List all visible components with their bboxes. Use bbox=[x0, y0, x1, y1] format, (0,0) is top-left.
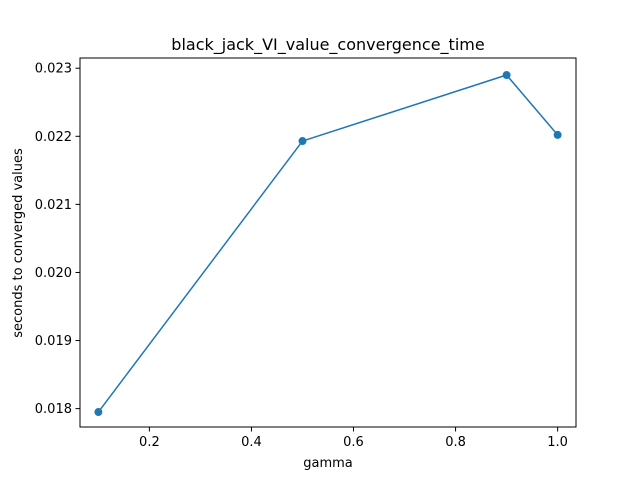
chart-title: black_jack_VI_value_convergence_time bbox=[171, 35, 484, 55]
axes-frame bbox=[79, 57, 577, 428]
y-tick-label: 0.022 bbox=[35, 130, 72, 145]
x-tick-label: 1.0 bbox=[547, 435, 568, 450]
data-point bbox=[502, 71, 511, 80]
y-tick-label: 0.023 bbox=[35, 62, 72, 77]
y-tick-label: 0.021 bbox=[35, 198, 72, 213]
series-line bbox=[97, 74, 559, 413]
x-axis-label: gamma bbox=[303, 456, 353, 471]
data-point bbox=[553, 130, 562, 139]
y-tick-label: 0.019 bbox=[35, 334, 72, 349]
x-tick-label: 0.8 bbox=[445, 435, 466, 450]
y-axis-label: seconds to converged values bbox=[11, 148, 26, 338]
x-tick-label: 0.6 bbox=[343, 435, 364, 450]
y-tick-label: 0.018 bbox=[35, 402, 72, 417]
x-tick-label: 0.2 bbox=[139, 435, 160, 450]
data-point bbox=[298, 137, 307, 146]
y-tick-label: 0.020 bbox=[35, 266, 72, 281]
x-tick-label: 0.4 bbox=[241, 435, 262, 450]
plot-area: 0.2 0.4 0.6 0.8 1.0 0.018 0.019 0.020 0.021 0.022… bbox=[35, 57, 577, 450]
data-point bbox=[94, 408, 103, 417]
